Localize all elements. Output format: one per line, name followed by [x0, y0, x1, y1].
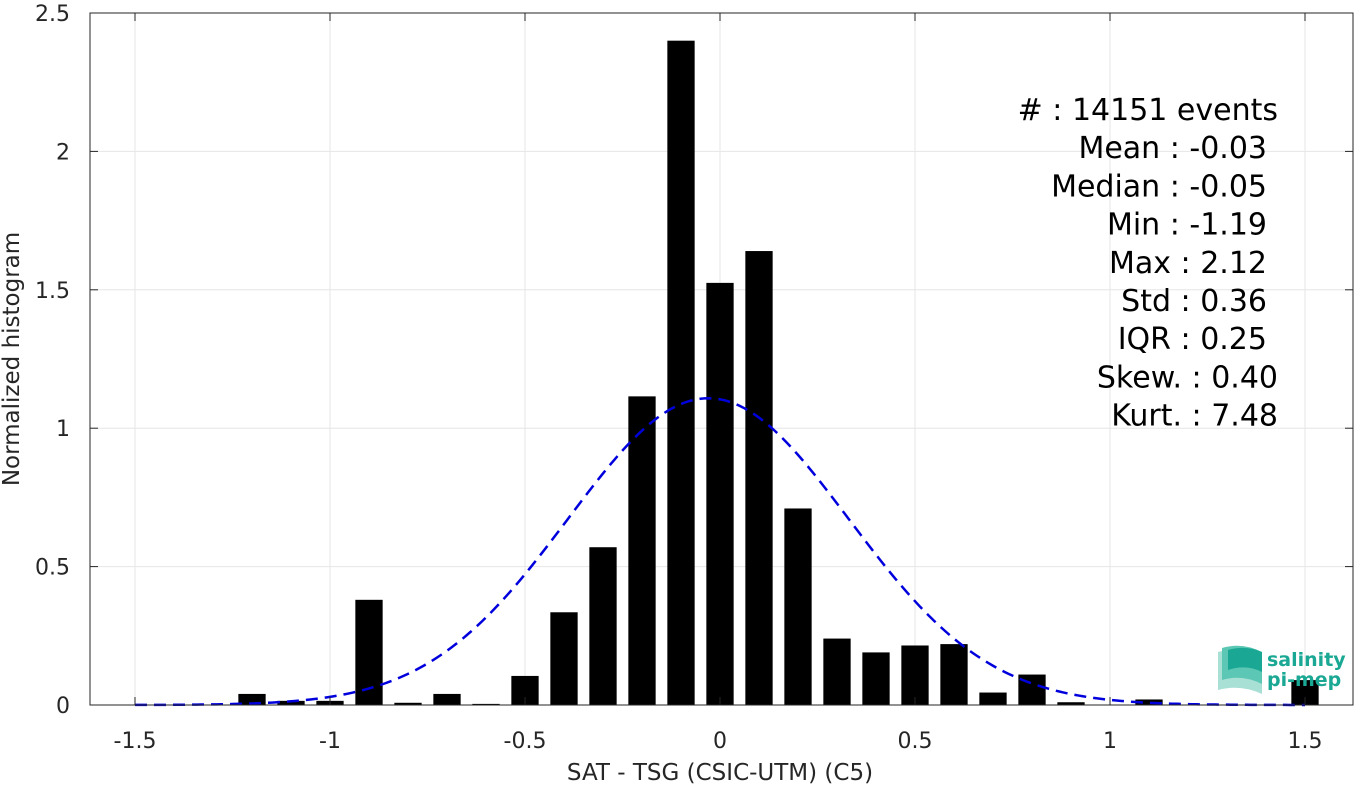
histogram-bar	[550, 612, 578, 705]
y-tick-label: 1	[56, 417, 70, 442]
histogram-bar	[472, 703, 500, 705]
stat-line: Mean : -0.03	[1078, 131, 1267, 166]
histogram-bar	[745, 251, 773, 705]
histogram-bar	[823, 638, 851, 705]
histogram-bar	[238, 693, 266, 705]
y-tick-label: 0	[56, 694, 70, 719]
histogram-bar	[667, 40, 695, 706]
histogram-bar	[1057, 702, 1085, 705]
histogram-bar	[979, 692, 1007, 705]
y-tick-label: 0.5	[35, 556, 70, 581]
x-tick-label: -0.5	[504, 729, 547, 754]
normal-fit-curve	[134, 397, 1305, 707]
stat-line: # : 14151 events	[1018, 93, 1278, 128]
stat-line: Median : -0.05	[1051, 169, 1267, 204]
y-tick-label: 2.5	[35, 2, 70, 27]
stat-line: Std : 0.36	[1121, 284, 1267, 319]
logo-line-salinity: salinity	[1267, 649, 1346, 671]
logo-line-pimep: pi-mep	[1267, 669, 1341, 691]
stat-line: Min : -1.19	[1107, 208, 1267, 243]
y-tick-label: 1.5	[35, 279, 70, 304]
x-tick-label: 0.5	[898, 729, 933, 754]
x-tick-label: 1	[1103, 729, 1117, 754]
histogram-bar	[433, 693, 461, 705]
stat-line: Skew. : 0.40	[1097, 360, 1278, 395]
salinity-pimep-logo: salinity pi-mep	[1218, 645, 1346, 694]
stat-line: IQR : 0.25	[1118, 322, 1267, 357]
histogram-bar	[277, 700, 305, 705]
x-axis-label: SAT - TSG (CSIC-UTM) (C5)	[567, 760, 873, 785]
histogram-bars	[238, 40, 1319, 706]
stat-line: Kurt. : 7.48	[1111, 399, 1278, 434]
stat-line: Max : 2.12	[1109, 246, 1267, 281]
histogram-bar	[1135, 699, 1163, 705]
y-tick-label: 2	[56, 140, 70, 165]
x-tick-label: 0	[713, 729, 727, 754]
histogram-bar	[901, 645, 929, 705]
histogram-bar	[940, 644, 968, 705]
histogram-bar	[784, 508, 812, 705]
histogram-bar	[628, 396, 656, 705]
x-tick-label: -1.5	[114, 729, 157, 754]
logo-waves-icon	[1218, 645, 1262, 694]
axis-ticks	[90, 12, 1353, 706]
histogram-bar	[706, 282, 734, 705]
y-axis-label: Normalized histogram	[0, 232, 25, 486]
plot-frame	[89, 12, 1354, 706]
histogram-bar	[589, 547, 617, 705]
x-tick-label: 1.5	[1288, 729, 1323, 754]
y-tick-labels: 0 0.5 1 1.5 2 2.5	[35, 2, 70, 719]
x-tick-labels: -1.5 -1 -0.5 0 0.5 1 1.5	[114, 729, 1323, 754]
histogram-bar	[394, 702, 422, 705]
histogram-bar	[862, 652, 890, 705]
x-tick-label: -1	[319, 729, 341, 754]
